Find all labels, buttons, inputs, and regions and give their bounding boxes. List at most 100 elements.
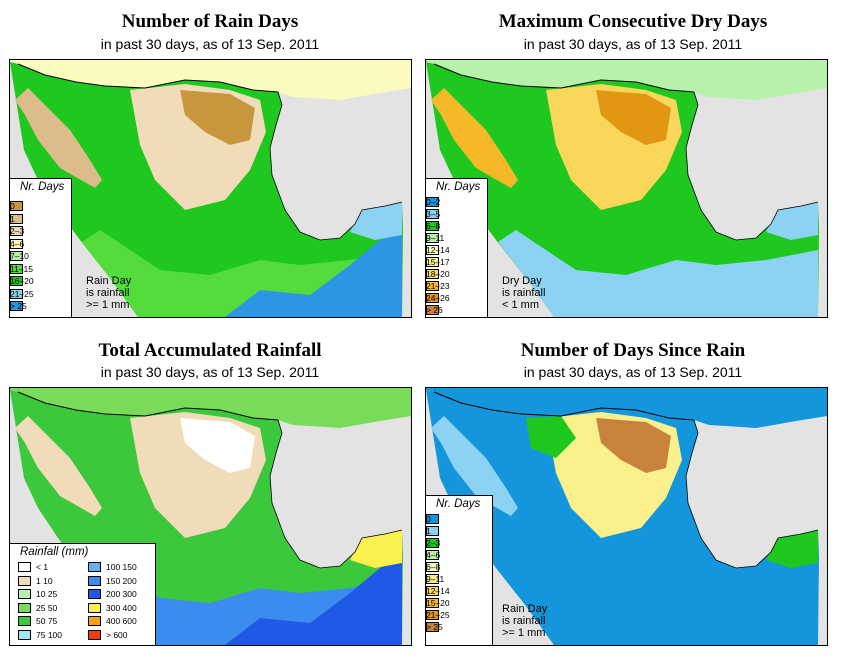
legend-swatch (88, 589, 101, 599)
land-baja (15, 88, 102, 188)
legend-swatch (10, 251, 23, 261)
legend-rainfall: Rainfall (mm) < 1 1 10 10 25 25 50 50 75 75 1… (10, 543, 156, 645)
border-line (433, 391, 695, 421)
legend-label: 12–14 (426, 245, 450, 255)
map-rain-days: Nr. Days 0 1 2–3 4–6 7–10 11–15 16–20 21–25 > 25… (9, 59, 412, 318)
legend-label: > 600 (106, 629, 128, 640)
legend-swatch (10, 226, 23, 236)
legend-label: 9–11 (426, 574, 445, 584)
subtitle-rain-days: in past 30 days, as of 13 Sep. 2011 (100, 36, 320, 52)
legend-swatch (10, 263, 23, 274)
region-yucatan (766, 530, 818, 568)
region-green-belt (526, 416, 576, 458)
note-line: Rain Day (86, 275, 132, 287)
note-rain-days: Rain Day is rainfall >= 1 mm (86, 275, 131, 311)
legend-title: Nr. Days (20, 181, 65, 193)
legend-label: 7–10 (10, 251, 29, 261)
legend-label: 1 (426, 526, 431, 536)
map-rainfall: Rainfall (mm) < 1 1 10 10 25 25 50 50 75 75 1… (9, 387, 412, 646)
legend-label: > 25 (10, 301, 27, 311)
legend-label: 6–8 (426, 562, 441, 572)
legend-label: 12–14 (426, 586, 450, 596)
coastline (269, 91, 403, 241)
legend-label: 24–26 (426, 293, 450, 303)
legend-swatch (426, 233, 439, 243)
legend-label: 21–23 (426, 281, 450, 291)
region-dry-core (596, 90, 671, 145)
legend-title: Nr. Days (436, 498, 481, 510)
legend-title: Nr. Days (436, 181, 481, 193)
legend-label: 11–15 (10, 263, 34, 274)
legend-swatch (426, 269, 439, 279)
legend-label: 1 (10, 213, 15, 224)
land-baja (431, 88, 518, 188)
legend-dry-days: Nr. Days 0–2 3–5 6–8 9–11 12–14 15–17 18–20 21–… (426, 178, 488, 317)
legend-swatch (18, 562, 31, 572)
region-dry-core (180, 418, 255, 473)
legend-swatch (426, 562, 439, 572)
legend-label: < 1 (36, 562, 49, 572)
legend-swatch (10, 276, 23, 286)
legend-swatch (88, 616, 101, 626)
note-line: is rainfall (502, 287, 546, 299)
subtitle-dry-days: in past 30 days, as of 13 Sep. 2011 (523, 36, 743, 52)
legend-swatch (426, 293, 439, 303)
legend-swatch (426, 538, 439, 548)
legend-swatch (426, 245, 439, 255)
legend-swatch (426, 598, 439, 608)
note-line: is rainfall (86, 287, 130, 299)
legend-label: 200 300 (106, 589, 137, 599)
note-line: is rainfall (502, 615, 546, 627)
legend-swatch (88, 602, 101, 613)
map-dry-days: Nr. Days 0–2 3–5 6–8 9–11 12–14 15–17 18–20 21–… (425, 59, 828, 318)
legend-swatch (18, 616, 31, 626)
region-dry-core (596, 418, 671, 473)
land-usa (426, 60, 827, 100)
land-usa (10, 388, 411, 428)
region-yucatan (350, 202, 402, 240)
legend-swatch (10, 301, 23, 311)
title-rain-days: Number of Rain Days (121, 11, 299, 32)
legend-label: > 25 (426, 622, 443, 632)
coastline (685, 419, 819, 569)
legend-swatch (426, 305, 439, 315)
legend-swatch (88, 575, 101, 586)
legend-swatch (426, 574, 439, 584)
coastline (269, 419, 403, 569)
legend-swatch (88, 629, 101, 640)
legend-label: 25 50 (36, 602, 58, 613)
legend-label: 0–2 (426, 197, 441, 207)
title-rainfall: Total Accumulated Rainfall (98, 340, 322, 361)
map-graphic (426, 60, 827, 317)
legend-label: 0 (426, 514, 431, 524)
legend-label: 6–8 (426, 221, 441, 231)
legend-label: > 26 (426, 305, 443, 315)
legend-label: 3–5 (426, 209, 441, 219)
legend-swatch (18, 575, 31, 586)
legend-swatch (10, 238, 23, 249)
land-usa (10, 60, 411, 100)
legend-label: 400 600 (106, 616, 137, 626)
land-usa (426, 388, 827, 428)
region-dry-core (180, 90, 255, 145)
legend-label: 4–6 (10, 238, 25, 249)
note-line: Rain Day (502, 603, 548, 615)
legend-swatch (88, 562, 101, 572)
map-graphic (10, 60, 411, 317)
legend-swatch (10, 201, 23, 211)
legend-label: 1 10 (36, 575, 53, 586)
note-line: Dry Day (502, 275, 542, 287)
legend-swatch (10, 288, 23, 299)
note-days-since-rain: Rain Day is rainfall >= 1 mm (502, 603, 547, 639)
legend-swatch (18, 629, 31, 640)
legend-days-since-rain: Nr. Days 0 1 2–3 4–6 6–8 9–11 12–14 15–20 21–25 >… (426, 495, 493, 645)
legend-label: 18–20 (426, 269, 450, 279)
legend-label: 2–3 (426, 538, 441, 548)
note-line: < 1 mm (502, 299, 539, 311)
legend-label: 75 100 (36, 629, 62, 640)
legend-swatch (426, 586, 439, 596)
legend-swatch (426, 197, 439, 207)
legend-swatch (10, 213, 23, 224)
subtitle-rainfall: in past 30 days, as of 13 Sep. 2011 (100, 364, 320, 380)
map-days-since-rain: Nr. Days 0 1 2–3 4–6 6–8 9–11 12–14 15–20 21–25 >… (425, 387, 828, 646)
